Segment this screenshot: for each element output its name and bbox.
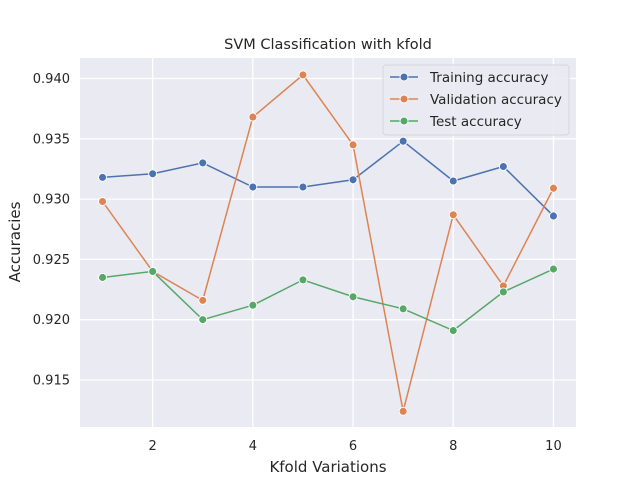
data-point [98,172,107,182]
data-point [248,112,258,122]
legend-item: Training accuracy [390,70,548,86]
data-point [298,70,308,80]
y-tick-label: 0.935 [33,132,70,147]
series-layer [98,70,558,416]
legend-label: Test accuracy [429,114,522,130]
data-point [248,182,258,192]
data-point [498,287,508,297]
data-point [248,300,258,310]
legend-box [382,64,570,136]
legend: Training accuracy Validation accuracy Test… [382,64,570,136]
data-point [148,169,158,179]
legend-label: Training accuracy [429,70,548,86]
data-point [98,273,107,282]
series-2 [98,70,558,416]
legend-label: Validation accuracy [430,92,562,108]
legend-marker [399,72,409,82]
x-tick-label: 6 [349,439,357,454]
data-point [198,315,208,325]
legend-item: Test accuracy [390,114,522,130]
y-tick-label: 0.925 [33,253,70,268]
legend-marker [399,116,409,126]
data-point [348,140,358,150]
series-line [102,268,554,332]
y-tick-label: 0.920 [33,313,70,328]
data-point [448,326,458,335]
data-point [448,210,458,220]
data-point [348,175,358,185]
data-point [298,275,308,285]
series-1 [98,136,558,221]
data-point [448,176,458,186]
x-tick-label: 4 [249,439,257,454]
legend-item: Validation accuracy [390,92,562,108]
data-point [498,162,508,171]
y-tick-label: 0.915 [33,373,70,388]
data-point [148,266,158,276]
y-axis-label: Accuracies [6,201,24,282]
y-tick-label: 0.930 [33,193,70,208]
data-point [549,183,558,193]
data-point [198,158,208,168]
series-3 [98,264,558,335]
x-tick-label: 8 [449,439,457,454]
x-tick-label: 2 [149,439,157,454]
data-point [348,292,358,302]
x-tick-label: 10 [545,439,562,454]
legend-marker [399,94,409,104]
x-axis-ticks: 2 4 6 8 10 [149,439,562,454]
data-point [98,197,107,206]
y-axis-ticks: 0.915 0.920 0.925 0.930 0.935 0.940 [33,72,70,388]
y-tick-label: 0.940 [33,72,70,87]
data-point [398,136,408,146]
data-point [298,182,308,192]
data-point [198,295,208,305]
data-point [549,211,558,221]
data-point [398,406,408,416]
series-line [101,73,555,412]
data-point [549,264,558,274]
chart-title: SVM Classification with kfold [224,37,432,53]
x-axis-label: Kfold Variations [269,458,386,476]
series-line [102,140,554,217]
data-point [398,304,408,314]
